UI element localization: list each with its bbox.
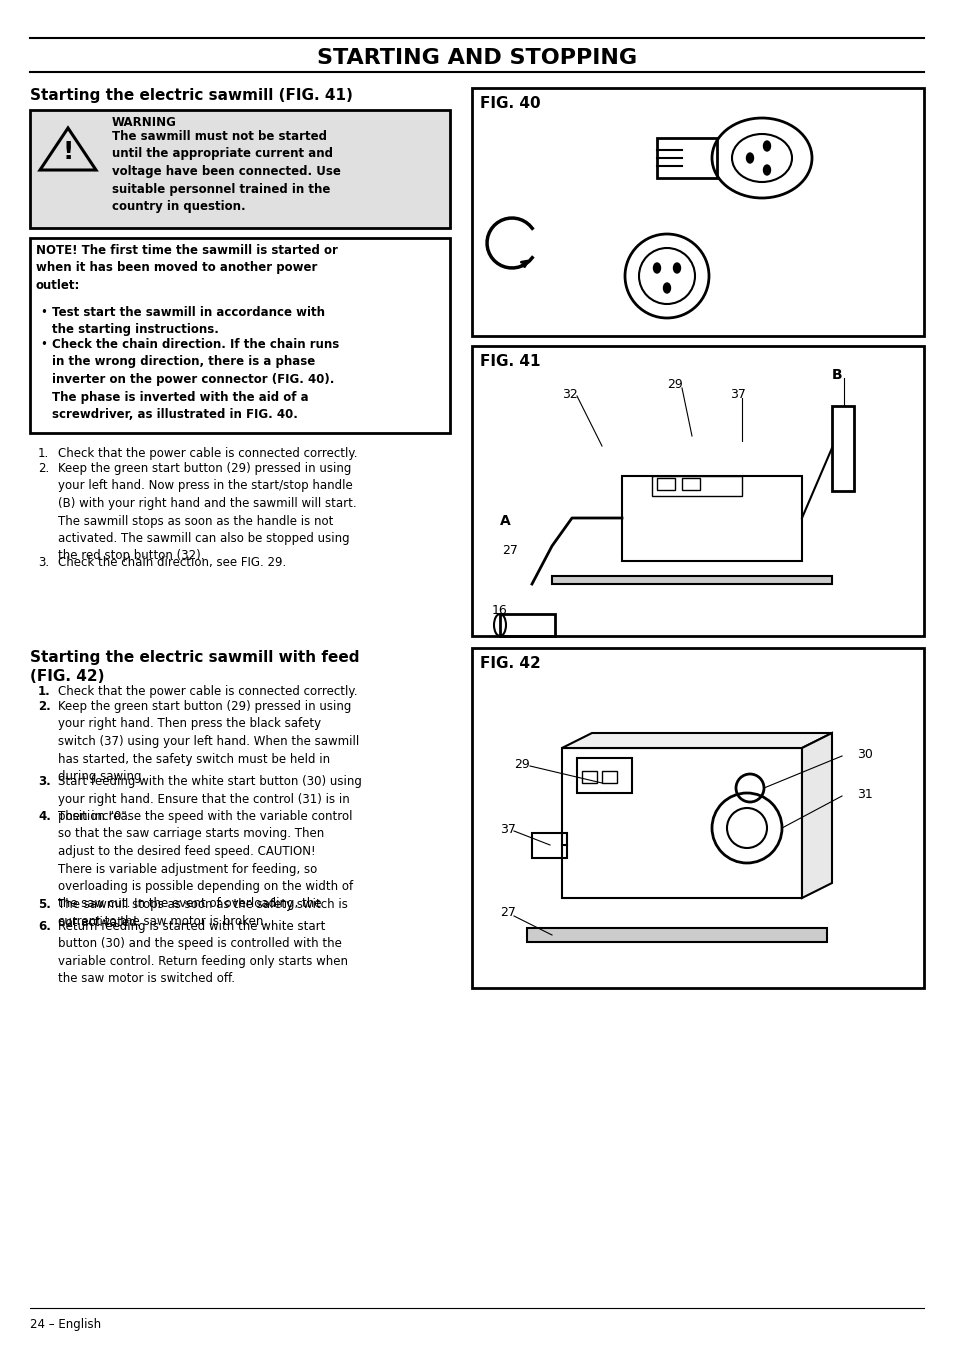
Text: 3.: 3. — [38, 775, 51, 788]
Ellipse shape — [762, 165, 770, 176]
Text: The sawmill stops as soon as the safety switch is
not activated.: The sawmill stops as soon as the safety … — [58, 898, 348, 928]
Text: NOTE! The first time the sawmill is started or
when it has been moved to another: NOTE! The first time the sawmill is star… — [36, 245, 337, 292]
Bar — [532, 834, 566, 858]
Text: 16: 16 — [492, 604, 507, 617]
Ellipse shape — [762, 141, 770, 151]
Bar — [581, 771, 597, 784]
Text: 4.: 4. — [38, 811, 51, 823]
Text: •: • — [40, 305, 47, 319]
Ellipse shape — [653, 263, 659, 273]
Polygon shape — [40, 128, 96, 170]
Text: Starting the electric sawmill with feed
(FIG. 42): Starting the electric sawmill with feed … — [30, 650, 359, 684]
Text: 3.: 3. — [38, 557, 49, 569]
Text: 27: 27 — [499, 907, 516, 919]
Bar — [657, 138, 717, 178]
Text: 29: 29 — [666, 378, 682, 390]
Text: 1.: 1. — [38, 685, 51, 698]
FancyBboxPatch shape — [30, 238, 450, 434]
Bar — [577, 758, 631, 793]
Text: Check the chain direction, see FIG. 29.: Check the chain direction, see FIG. 29. — [58, 557, 286, 569]
Text: 31: 31 — [856, 788, 872, 801]
Text: 30: 30 — [856, 748, 872, 761]
Text: 37: 37 — [729, 388, 745, 401]
Text: Check that the power cable is connected correctly.: Check that the power cable is connected … — [58, 685, 357, 698]
Polygon shape — [561, 734, 831, 748]
Text: A: A — [499, 513, 510, 528]
Text: 27: 27 — [501, 544, 517, 557]
Text: 32: 32 — [561, 388, 578, 401]
Text: Keep the green start button (29) pressed in using
your right hand. Then press th: Keep the green start button (29) pressed… — [58, 700, 359, 784]
Bar — [621, 476, 801, 561]
Text: Return feeding is started with the white start
button (30) and the speed is cont: Return feeding is started with the white… — [58, 920, 348, 985]
Text: 6.: 6. — [38, 920, 51, 934]
Text: Start feeding with the white start button (30) using
your right hand. Ensure tha: Start feeding with the white start butto… — [58, 775, 361, 823]
Bar — [657, 478, 675, 490]
Text: Check that the power cable is connected correctly.: Check that the power cable is connected … — [58, 447, 357, 459]
Polygon shape — [561, 748, 801, 898]
Text: 1.: 1. — [38, 447, 50, 459]
Text: FIG. 41: FIG. 41 — [479, 354, 540, 369]
Text: WARNING: WARNING — [112, 116, 176, 128]
FancyBboxPatch shape — [30, 109, 450, 228]
Text: Check the chain direction. If the chain runs
in the wrong direction, there is a : Check the chain direction. If the chain … — [52, 338, 339, 422]
FancyBboxPatch shape — [472, 648, 923, 988]
Text: FIG. 42: FIG. 42 — [479, 657, 540, 671]
FancyBboxPatch shape — [472, 88, 923, 336]
Text: STARTING AND STOPPING: STARTING AND STOPPING — [316, 49, 637, 68]
Bar — [681, 478, 700, 490]
Text: FIG. 40: FIG. 40 — [479, 96, 540, 111]
Text: 5.: 5. — [38, 898, 51, 911]
Text: Then increase the speed with the variable control
so that the saw carriage start: Then increase the speed with the variabl… — [58, 811, 353, 928]
Text: !: ! — [62, 141, 73, 163]
Text: Starting the electric sawmill (FIG. 41): Starting the electric sawmill (FIG. 41) — [30, 88, 353, 103]
Ellipse shape — [745, 153, 753, 163]
Text: Test start the sawmill in accordance with
the starting instructions.: Test start the sawmill in accordance wit… — [52, 305, 325, 336]
Bar — [601, 771, 617, 784]
Text: The sawmill must not be started
until the appropriate current and
voltage have b: The sawmill must not be started until th… — [112, 130, 340, 213]
Text: •: • — [40, 338, 47, 351]
FancyBboxPatch shape — [472, 346, 923, 636]
Polygon shape — [801, 734, 831, 898]
Text: 29: 29 — [514, 758, 529, 771]
Text: 2.: 2. — [38, 462, 50, 476]
Bar — [831, 407, 853, 490]
Text: 2.: 2. — [38, 700, 51, 713]
Text: 24 – English: 24 – English — [30, 1319, 101, 1331]
Ellipse shape — [662, 282, 670, 293]
Bar — [499, 613, 555, 636]
Text: 37: 37 — [499, 823, 516, 836]
Text: Keep the green start button (29) pressed in using
your left hand. Now press in t: Keep the green start button (29) pressed… — [58, 462, 356, 562]
Ellipse shape — [673, 263, 679, 273]
Bar — [552, 576, 831, 584]
Bar — [526, 928, 826, 942]
Bar — [651, 476, 741, 496]
Text: B: B — [831, 367, 841, 382]
